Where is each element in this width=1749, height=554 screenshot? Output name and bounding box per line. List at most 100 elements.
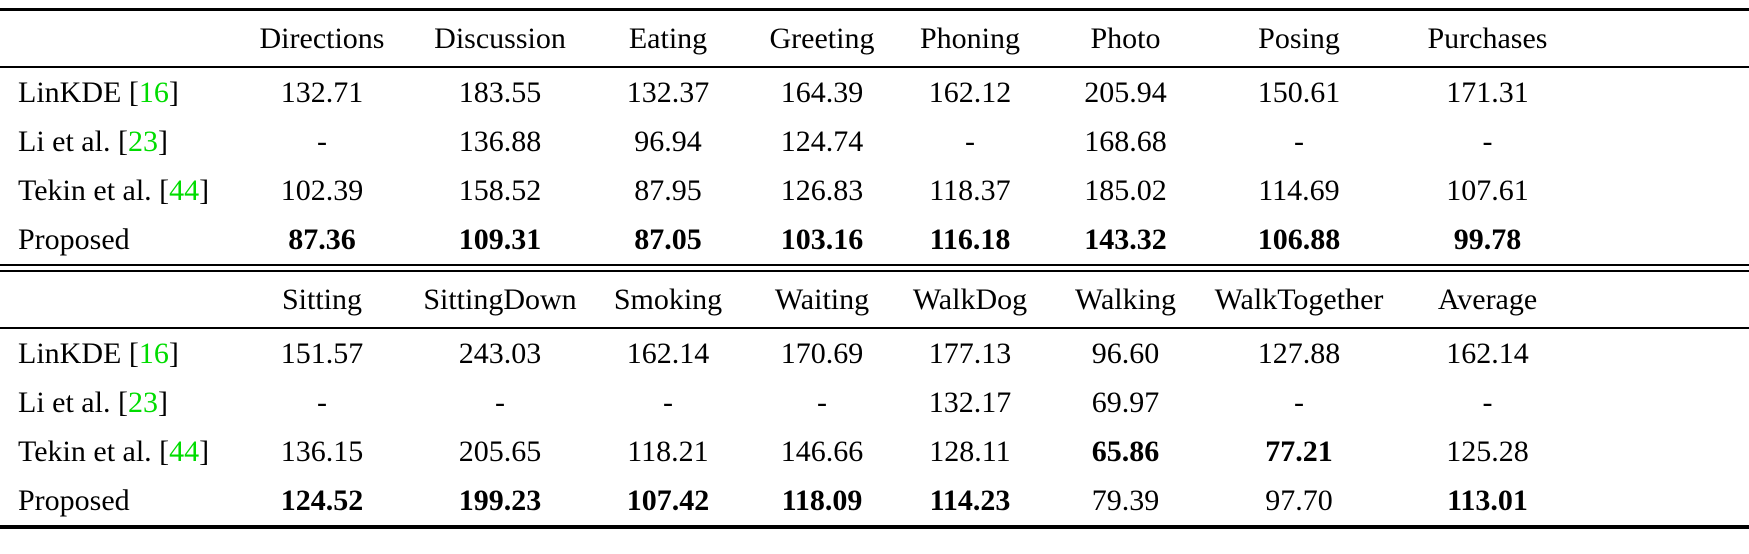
- value-cell: 77.21: [1265, 435, 1333, 468]
- value-cell: 136.88: [458, 125, 542, 158]
- value-cell: 114.23: [929, 484, 1011, 517]
- value-cell: 96.60: [1091, 337, 1160, 370]
- value-cell: 146.66: [780, 435, 864, 468]
- value-cell: 116.18: [929, 223, 1011, 256]
- value-cell: -: [817, 386, 827, 419]
- value-cell: 143.32: [1084, 223, 1167, 256]
- value-cell: 162.14: [626, 337, 710, 370]
- table-row: Tekin et al. [44] 102.39 158.52 87.95 126.83…: [0, 166, 1749, 215]
- value-cell: 69.97: [1091, 386, 1160, 419]
- column-header: Discussion: [412, 9, 588, 68]
- method-column-header: [0, 271, 232, 329]
- value-cell: 151.57: [280, 337, 364, 370]
- value-cell: -: [965, 125, 975, 158]
- header-row: Directions Discussion Eating Greeting Phonin…: [0, 9, 1749, 68]
- column-header: Posing: [1207, 9, 1391, 68]
- column-header: Average: [1391, 271, 1749, 329]
- value-cell: 177.13: [928, 337, 1012, 370]
- citation-link[interactable]: 16: [138, 337, 169, 370]
- citation-link[interactable]: 44: [169, 174, 200, 207]
- column-header: Directions: [232, 9, 412, 68]
- tables-host: Directions Discussion Eating Greeting Phonin…: [0, 8, 1749, 529]
- value-cell: 118.37: [929, 174, 1011, 207]
- method-label: Proposed: [18, 223, 130, 256]
- table-row: LinKDE [16] 132.71 183.55 132.37 164.39 162.1…: [0, 67, 1749, 117]
- value-cell: 164.39: [780, 76, 864, 109]
- method-label: LinKDE [16]: [18, 337, 179, 370]
- value-cell: -: [663, 386, 673, 419]
- table-row: Li et al. [23] - - - - 132.17 69.97 - -: [0, 378, 1749, 427]
- value-cell: 124.74: [780, 125, 864, 158]
- column-header: Eating: [588, 9, 748, 68]
- column-header: Walking: [1044, 271, 1207, 329]
- value-cell: 109.31: [458, 223, 542, 256]
- value-cell: 107.61: [1446, 174, 1529, 207]
- value-cell: 185.02: [1084, 174, 1167, 207]
- value-cell: 136.15: [280, 435, 364, 468]
- value-cell: -: [1482, 125, 1493, 158]
- header-row: Sitting SittingDown Smoking Waiting WalkDog W…: [0, 271, 1749, 329]
- value-cell: 87.36: [288, 223, 356, 256]
- value-cell: 127.88: [1257, 337, 1341, 370]
- column-header: Waiting: [748, 271, 896, 329]
- value-cell: -: [1294, 386, 1304, 419]
- value-cell: 171.31: [1446, 76, 1529, 109]
- value-cell: -: [495, 386, 505, 419]
- method-label: Tekin et al. [44]: [18, 174, 210, 207]
- value-cell: 65.86: [1091, 435, 1160, 468]
- table-row: Proposed 124.52 199.23 107.42 118.09 114.23 79…: [0, 476, 1749, 527]
- value-cell: -: [317, 386, 327, 419]
- column-header: SittingDown: [412, 271, 588, 329]
- value-cell: 199.23: [458, 484, 542, 517]
- value-cell: 168.68: [1084, 125, 1167, 158]
- value-cell: 106.88: [1257, 223, 1341, 256]
- column-header: Photo: [1044, 9, 1207, 68]
- value-cell: -: [317, 125, 327, 158]
- column-header: WalkTogether: [1207, 271, 1391, 329]
- value-cell: 107.42: [626, 484, 710, 517]
- results-table: Directions Discussion Eating Greeting Phonin…: [0, 8, 1749, 529]
- value-cell: 158.52: [458, 174, 542, 207]
- value-cell: 102.39: [280, 174, 364, 207]
- value-cell: 243.03: [458, 337, 542, 370]
- citation-link[interactable]: 23: [127, 386, 158, 419]
- value-cell: 205.94: [1084, 76, 1167, 109]
- value-cell: -: [1294, 125, 1304, 158]
- column-header: Sitting: [232, 271, 412, 329]
- results-table-section-1: Directions Discussion Eating Greeting Phonin…: [0, 8, 1749, 266]
- column-header: Greeting: [748, 9, 896, 68]
- citation-link[interactable]: 23: [127, 125, 158, 158]
- method-label: LinKDE [16]: [18, 76, 179, 109]
- table-row: LinKDE [16] 151.57 243.03 162.14 170.69 177.1…: [0, 328, 1749, 378]
- method-label: Li et al. [23]: [18, 125, 168, 158]
- column-header: WalkDog: [896, 271, 1044, 329]
- value-cell: 162.14: [1446, 337, 1529, 370]
- value-cell: 128.11: [929, 435, 1011, 468]
- table-row: Tekin et al. [44] 136.15 205.65 118.21 146.6…: [0, 427, 1749, 476]
- method-label: Li et al. [23]: [18, 386, 168, 419]
- method-column-header: [0, 9, 232, 68]
- value-cell: 97.70: [1265, 484, 1333, 517]
- value-cell: 162.12: [928, 76, 1012, 109]
- value-cell: 87.95: [634, 174, 702, 207]
- value-cell: 183.55: [458, 76, 542, 109]
- value-cell: 132.71: [280, 76, 364, 109]
- value-cell: 99.78: [1453, 223, 1522, 256]
- value-cell: 103.16: [780, 223, 864, 256]
- column-header: Phoning: [896, 9, 1044, 68]
- citation-link[interactable]: 16: [138, 76, 169, 109]
- table-row: Proposed 87.36 109.31 87.05 103.16 116.18 143.…: [0, 215, 1749, 265]
- value-cell: -: [1482, 386, 1493, 419]
- value-cell: 150.61: [1257, 76, 1341, 109]
- citation-link[interactable]: 44: [169, 435, 200, 468]
- value-cell: 113.01: [1447, 484, 1528, 517]
- value-cell: 170.69: [780, 337, 864, 370]
- value-cell: 126.83: [780, 174, 864, 207]
- value-cell: 79.39: [1091, 484, 1160, 517]
- value-cell: 118.09: [781, 484, 863, 517]
- column-header: Purchases: [1391, 9, 1749, 68]
- method-label: Tekin et al. [44]: [18, 435, 210, 468]
- table-row: Li et al. [23] - 136.88 96.94 124.74 - 168.68 -…: [0, 117, 1749, 166]
- value-cell: 124.52: [280, 484, 364, 517]
- value-cell: 96.94: [634, 125, 702, 158]
